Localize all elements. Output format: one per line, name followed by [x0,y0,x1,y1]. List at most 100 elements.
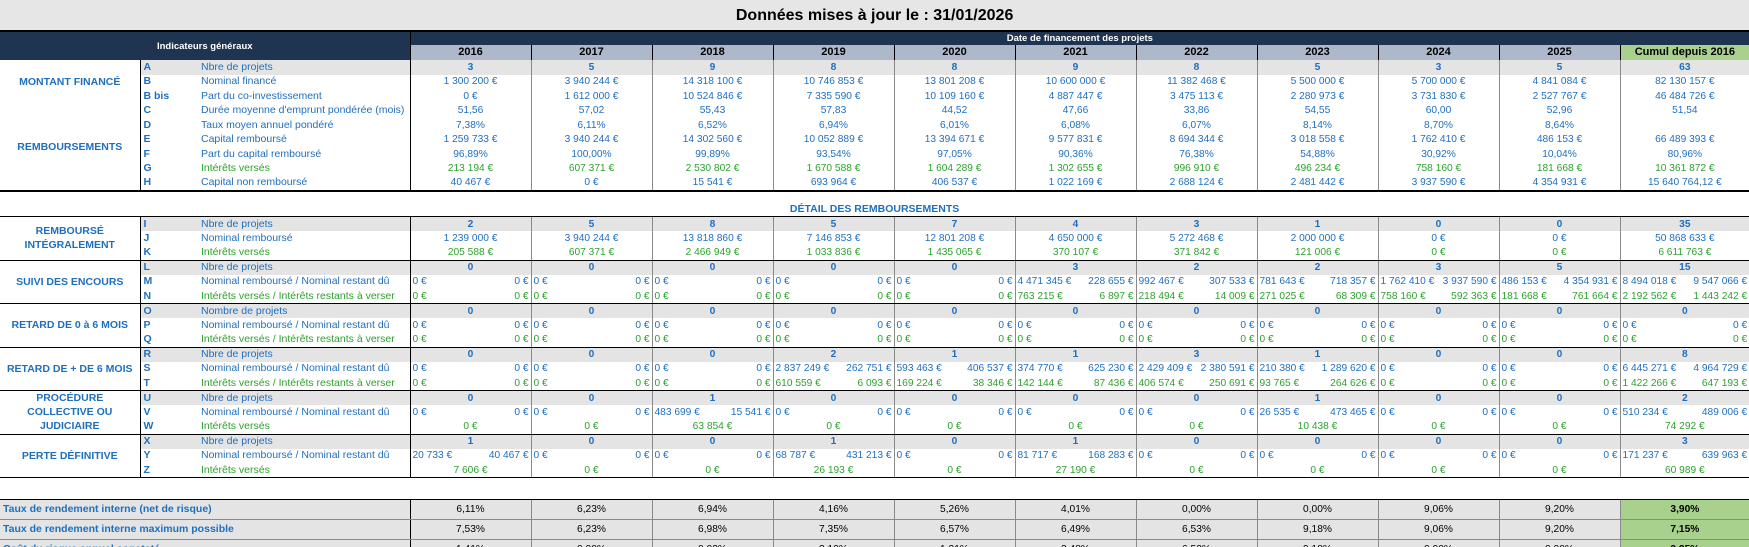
paid-value: 0 € [1380,363,1395,375]
value-cell: 5 272 468 € [1135,231,1257,246]
value-pair: 4 471 345 € 228 655 € [1018,275,1134,288]
value-cell: 90,36% [1014,147,1136,162]
value-pair: 0 € 0 € [1260,319,1376,332]
value-pair: 1 422 266 € 647 193 € [1623,377,1748,390]
row-label: Nominal remboursé [198,231,411,246]
remaining-value: 1 443 242 € [1693,290,1748,302]
remaining-value: 250 691 € [1209,377,1255,389]
value-cell: 2 688 124 € [1135,176,1257,192]
value-cell: 100,00% [530,147,652,162]
value-cell: 8 494 018 € 9 547 066 € [1619,274,1749,289]
value-pair: 0 € 0 € [897,275,1013,288]
remaining-value: 0 € [1361,319,1376,331]
row-label: Intérêts versés / Intérêts restants à ve… [198,332,411,348]
value-cell: 5 [1498,60,1620,75]
value-cell: 63 [1619,60,1749,75]
value-cell: 14 302 560 € [651,132,773,147]
remaining-value: 761 664 € [1572,290,1618,302]
value-cell: 10 524 846 € [651,89,773,104]
remaining-value: 0 € [514,334,529,345]
row-code: S [143,362,151,375]
row-label: Durée moyenne d'emprunt pondérée (mois) [198,103,411,118]
row-code: N [140,289,198,304]
value-pair: 0 € 0 € [1502,362,1618,375]
value-cell: 54,55 [1256,103,1378,118]
value-cell: 1 612 000 € [530,89,652,104]
value-cell: 26 193 € [772,463,894,478]
remaining-value: 0 € [756,450,771,462]
value-pair: 0 € 0 € [534,319,650,332]
paid-value: 992 467 € [1138,276,1184,288]
remaining-value: 0 € [635,377,650,389]
paid-value: 0 € [533,290,548,302]
table-row: V Nominal remboursé / Nominal restant dû 0… [0,405,1749,420]
value-cell: 1 670 588 € [772,161,894,176]
year-header: 2023 [1256,45,1378,60]
value-cell: 1 604 289 € [893,161,1015,176]
value-cell: 3 [1014,260,1136,275]
value-cell: 3 475 113 € [1135,89,1257,104]
paid-value: 0 € [775,334,790,345]
value-cell: 0 € 0 € [1377,361,1499,376]
value-pair: 0 € 0 € [655,319,771,332]
paid-value: 0 € [1138,334,1153,345]
value-cell: 2 280 973 € [1256,89,1378,104]
paid-value: 2 429 409 € [1138,363,1193,375]
value-cell: 1 300 200 € [409,74,531,89]
paid-value: 0 € [1017,334,1032,345]
value-pair: 0 € 0 € [655,449,771,462]
value-cell: 0 € 0 € [772,318,894,333]
group-label: SUIVI DES ENCOURS [0,260,141,304]
remaining-value: 0 € [756,290,771,302]
value-cell: 1 [1256,347,1378,362]
paid-value: 0 € [1501,319,1516,331]
value-pair: 0 € 0 € [655,333,771,346]
paid-value: 81 717 € [1017,450,1058,462]
value-cell: 0 [651,434,773,449]
year-header: 2021 [1014,45,1136,60]
value-cell: 30,92% [1377,147,1499,162]
value-cell: 1 022 169 € [1014,176,1136,192]
value-cell: 3 940 244 € [530,231,652,246]
table-row: B bis Part du co-investissement 0 €1 612 0… [0,89,1749,104]
value-cell: 0 [651,303,773,318]
value-cell: 0 [409,347,531,362]
remaining-value: 4 354 931 € [1563,276,1618,288]
value-cell: 0 € 0 € [409,361,531,376]
paid-value: 0 € [533,334,548,345]
table-row: T Intérêts versés / Intérêts restants à v… [0,376,1749,391]
value-cell: 406 574 € 250 691 € [1135,376,1257,391]
value-pair: 181 668 € 761 664 € [1502,290,1618,303]
paid-value: 0 € [533,377,548,389]
value-cell: 63 854 € [651,419,773,435]
value-cell: 3 937 590 € [1377,176,1499,192]
value-pair: 486 153 € 4 354 931 € [1502,275,1618,288]
remaining-value: 0 € [514,319,529,331]
value-pair: 0 € 0 € [413,406,529,419]
value-cell: 8,14% [1256,118,1378,133]
value-cell: 1 762 410 € 3 937 590 € [1377,274,1499,289]
remaining-value: 0 € [1361,334,1376,345]
value-cell: 1 239 000 € [409,231,531,246]
paid-value: 0 € [775,319,790,331]
rate-value: 0,00% [1377,539,1499,547]
paid-value: 0 € [533,319,548,331]
value-cell: 6,52% [651,118,773,133]
rate-value: 2,48% [1014,539,1136,547]
value-cell: 2 [1619,390,1749,405]
remaining-value: 0 € [1119,334,1134,345]
row-code: K [140,245,198,261]
remaining-value: 0 € [1603,334,1618,345]
value-cell: 0 € 0 € [530,274,652,289]
remaining-value: 0 € [1240,334,1255,345]
value-pair: 0 € 0 € [776,290,892,303]
value-cell: 0 € [530,176,652,192]
paid-value: 0 € [1501,334,1516,345]
row-code: G [143,162,152,175]
value-cell: 2 [1135,260,1257,275]
value-cell: 7 606 € [409,463,531,478]
row-label: Nbre de projets [198,260,411,275]
value-cell: 15 640 764,12 € [1619,176,1749,192]
paid-value: 0 € [412,334,427,345]
year-header: 2019 [772,45,894,60]
